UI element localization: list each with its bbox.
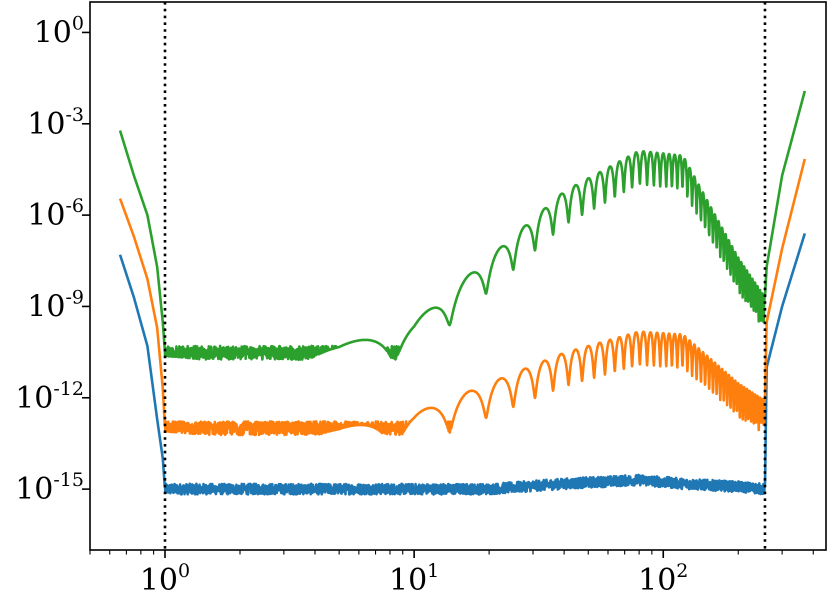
series-layer	[118, 90, 807, 496]
series-line-2	[118, 158, 807, 437]
y-tick-label: 10-9	[27, 286, 84, 324]
y-tick-label: 100	[34, 12, 84, 50]
y-axis-ticks: 100 10-3 10-6 10-9 10-12 10-15	[15, 12, 90, 507]
x-axis-ticks: 100 101 102	[89, 550, 814, 595]
y-tick-label: 10-6	[27, 195, 84, 233]
plot-frame	[89, 1, 827, 551]
reference-lines	[163, 2, 767, 550]
series-line-3	[118, 90, 807, 361]
x-tick-label: 101	[389, 560, 439, 595]
y-tick-label: 10-12	[15, 378, 84, 416]
x-tick-label: 102	[638, 560, 688, 595]
y-tick-label: 10-15	[15, 469, 84, 507]
x-tick-label: 100	[140, 560, 190, 595]
series-line-1	[118, 232, 807, 496]
y-tick-label: 10-3	[27, 104, 84, 142]
